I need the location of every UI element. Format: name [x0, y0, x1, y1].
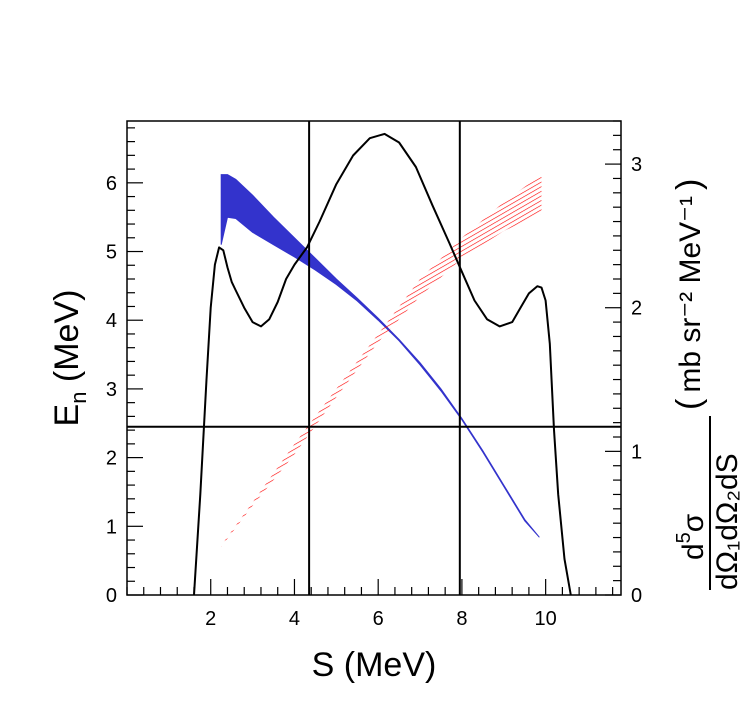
- y-left-axis-title: En (MeV): [48, 290, 91, 427]
- y-left-tick-label: 1: [106, 516, 117, 538]
- svg-text:(mb sr⁻² MeV⁻¹): ( mb sr⁻² MeV⁻¹): [670, 179, 708, 410]
- y-left-title-sub: n: [66, 392, 91, 404]
- y-right-units-open: (: [670, 398, 708, 410]
- y-left-title-unit: (MeV): [48, 290, 86, 392]
- y-right-units: mb sr⁻² MeV⁻¹: [674, 196, 707, 393]
- x-axis-title: S (MeV): [312, 646, 437, 684]
- y-left-title-main: E: [48, 404, 86, 427]
- x-tick-label: 8: [456, 608, 467, 630]
- y-right-tick-label: 2: [631, 298, 642, 320]
- y-right-axis-title: d5σ dΩ₁dΩ₂dS ( mb sr⁻² MeV⁻¹): [670, 179, 744, 590]
- x-tick-label: 4: [289, 608, 300, 630]
- y-left-tick-label: 5: [106, 242, 117, 264]
- y-left-tick-label: 4: [106, 310, 117, 332]
- blue-band: [220, 174, 540, 538]
- y-right-title-exp: 5: [673, 532, 695, 543]
- y-left-tick-label: 0: [106, 585, 117, 607]
- svg-text:En (MeV): En (MeV): [48, 290, 91, 427]
- y-right-tick-label: 1: [631, 441, 642, 463]
- axis-ticks: 2 4 6 8 10 0 1 2 3 4 5 6 0 1 2 3: [106, 120, 642, 630]
- plot-frame: [126, 120, 622, 596]
- x-tick-label: 2: [205, 608, 216, 630]
- y-left-tick-label: 6: [106, 173, 117, 195]
- red-hatched-band: [221, 174, 542, 547]
- y-right-tick-label: 0: [631, 585, 642, 607]
- y-right-tick-label: 3: [631, 154, 642, 176]
- y-right-title-d: d: [677, 543, 710, 560]
- y-left-tick-label: 3: [106, 379, 117, 401]
- cross-section-curve: [193, 132, 572, 595]
- series-layer: [193, 132, 572, 595]
- y-right-title-sigma: σ: [677, 513, 710, 532]
- y-right-title-denominator: dΩ₁dΩ₂dS: [711, 453, 744, 590]
- reference-lines: [127, 121, 621, 595]
- y-left-tick-label: 2: [106, 448, 117, 470]
- x-tick-label: 10: [535, 608, 557, 630]
- svg-text:d5σ: d5σ: [673, 513, 710, 560]
- x-tick-label: 6: [373, 608, 384, 630]
- y-right-units-close: ): [670, 179, 708, 190]
